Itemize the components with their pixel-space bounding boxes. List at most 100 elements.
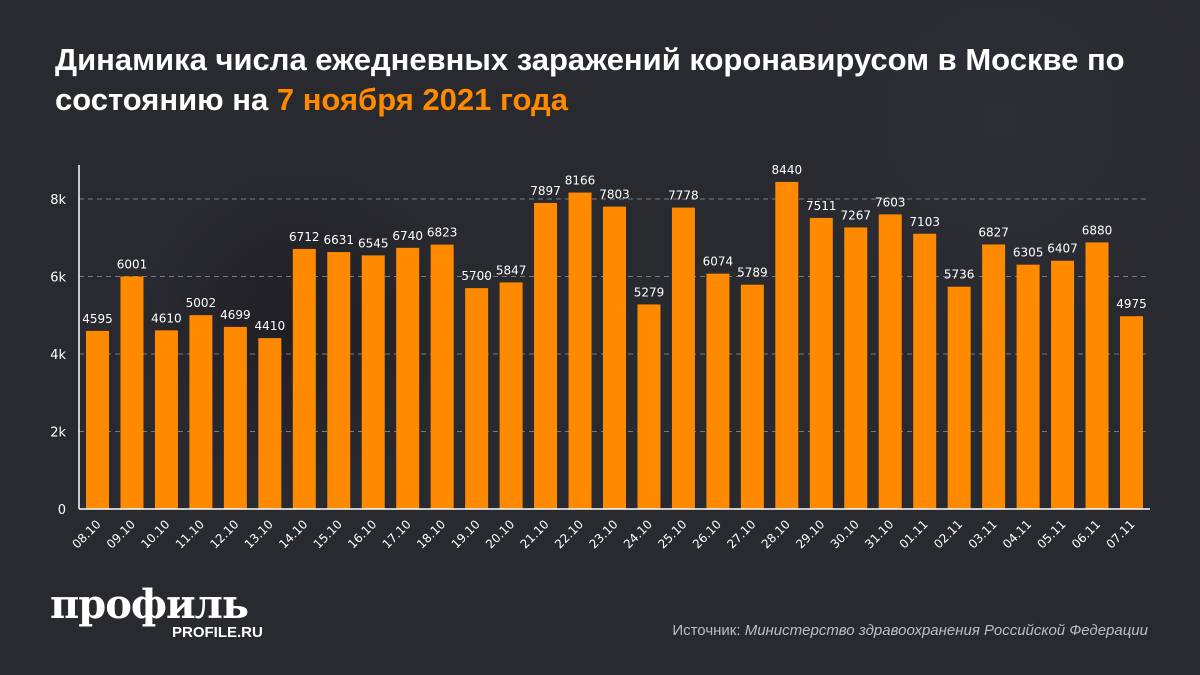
bar (603, 206, 626, 510)
data-label: 5279 (634, 285, 665, 299)
bar (947, 286, 971, 509)
data-label: 7267 (840, 208, 871, 222)
x-tick-label: 22.10 (552, 517, 586, 551)
x-tick-label: 31.10 (862, 517, 896, 551)
data-label: 7803 (599, 188, 630, 202)
x-tick-label: 20.10 (483, 517, 517, 551)
x-tick-label: 30.10 (828, 517, 862, 551)
data-label: 4975 (1116, 297, 1147, 311)
data-label: 4610 (151, 311, 182, 325)
data-label: 6001 (117, 257, 148, 271)
data-label: 6827 (978, 225, 1009, 239)
data-label: 4595 (82, 312, 113, 326)
x-tick-label: 25.10 (655, 517, 689, 551)
x-tick-label: 12.10 (207, 517, 241, 551)
bar (120, 276, 144, 509)
bar (1120, 316, 1143, 509)
x-tick-label: 17.10 (380, 517, 414, 551)
y-tick-label: 2k (50, 426, 66, 441)
y-tick-label: 4k (50, 348, 66, 363)
data-label: 4699 (220, 308, 251, 322)
bar (534, 202, 558, 509)
profile-logo: профиль (50, 585, 249, 625)
data-label: 8166 (565, 174, 596, 188)
bar (154, 330, 178, 509)
data-label: 4410 (255, 319, 286, 333)
source-label: Источник: (672, 622, 741, 639)
data-label: 6740 (392, 229, 423, 243)
title-date: 7 ноября 2021 года (276, 82, 568, 117)
bar (1051, 260, 1075, 509)
bar (878, 214, 902, 510)
data-label: 7603 (875, 195, 906, 209)
data-label: 6631 (323, 233, 354, 247)
bar (637, 304, 661, 509)
data-label: 6407 (1047, 242, 1078, 256)
source-note: Источник: Министерство здравоохранения Р… (672, 622, 1148, 639)
bar (499, 282, 523, 509)
y-tick-label: 6k (50, 271, 66, 286)
x-tick-label: 02.11 (931, 517, 965, 551)
x-tick-label: 16.10 (345, 517, 379, 551)
x-tick-label: 15.10 (311, 517, 345, 551)
x-tick-label: 04.11 (1000, 517, 1034, 551)
data-label: 5789 (737, 266, 768, 280)
x-tick-label: 08.10 (69, 517, 103, 551)
x-tick-label: 01.11 (897, 517, 931, 551)
bar (671, 207, 695, 510)
bar (775, 181, 799, 509)
x-tick-label: 27.10 (724, 517, 758, 551)
x-tick-label: 03.11 (966, 517, 1000, 551)
bar (292, 248, 316, 509)
data-label: 6880 (1082, 223, 1113, 237)
x-tick-label: 29.10 (793, 517, 827, 551)
x-tick-label: 06.11 (1069, 517, 1103, 551)
data-label: 7511 (806, 199, 837, 213)
bar (86, 330, 109, 509)
title-main: Динамика числа ежедневных заражений коро… (55, 42, 1125, 117)
data-label: 7103 (909, 215, 940, 229)
bar (1016, 264, 1040, 509)
x-tick-label: 23.10 (586, 517, 620, 551)
y-tick-label: 0 (58, 503, 66, 518)
bar (361, 255, 385, 509)
data-label: 5002 (186, 296, 217, 310)
data-label: 8440 (772, 163, 803, 177)
data-label: 7778 (668, 189, 699, 203)
bar (844, 227, 868, 509)
x-tick-label: 10.10 (138, 517, 172, 551)
x-tick-label: 05.11 (1034, 517, 1068, 551)
data-label: 7897 (530, 184, 561, 198)
x-tick-label: 24.10 (621, 517, 655, 551)
bar (430, 244, 454, 509)
data-label: 5736 (944, 268, 975, 282)
bar (465, 288, 489, 509)
x-tick-label: 26.10 (690, 517, 724, 551)
bar (982, 244, 1006, 510)
x-tick-label: 14.10 (276, 517, 310, 551)
bar (396, 247, 420, 509)
logo-text: профиль (50, 581, 249, 628)
data-label: 6305 (1013, 246, 1044, 260)
bar (913, 233, 937, 510)
data-label: 6712 (289, 230, 320, 244)
bar (258, 338, 282, 509)
bar (740, 284, 764, 509)
x-tick-label: 11.10 (173, 517, 207, 551)
bar (568, 192, 592, 509)
x-tick-label: 19.10 (449, 517, 483, 551)
x-tick-label: 18.10 (414, 517, 448, 551)
data-label: 6545 (358, 236, 389, 250)
x-tick-label: 13.10 (242, 517, 276, 551)
x-tick-label: 09.10 (104, 517, 138, 551)
bar (1085, 242, 1109, 509)
bar (223, 326, 247, 509)
bar (706, 273, 730, 509)
source-value: Министерство здравоохранения Российской … (744, 622, 1148, 639)
x-tick-label: 28.10 (759, 517, 793, 551)
x-tick-label: 21.10 (517, 517, 551, 551)
data-label: 6074 (703, 255, 734, 269)
data-label: 6823 (427, 226, 458, 240)
chart-title: Динамика числа ежедневных заражений коро… (55, 40, 1155, 120)
